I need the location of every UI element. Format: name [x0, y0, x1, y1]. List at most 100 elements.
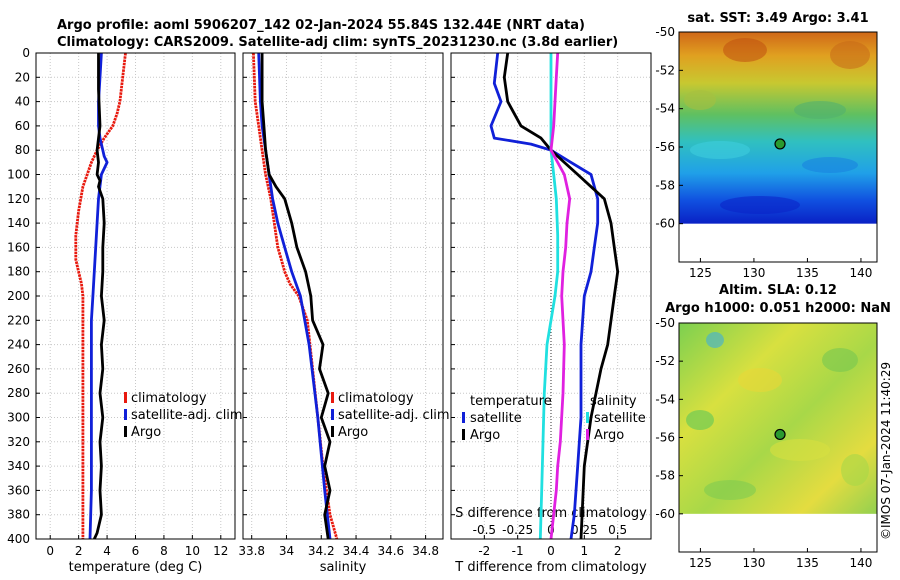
- map-y-tick-label: -60: [655, 217, 675, 231]
- x-tick-label: 34.8: [412, 544, 439, 558]
- map-y-tick-label: -56: [655, 140, 675, 154]
- legend-swatch: [124, 426, 127, 437]
- plot-frame: [450, 52, 652, 540]
- y-tick-label: 340: [7, 459, 30, 473]
- map-y-tick-label: -58: [655, 469, 675, 483]
- x-tick-label: 34.6: [377, 544, 404, 558]
- legend-label: satellite: [594, 411, 646, 426]
- x-tick-label: 33.8: [238, 544, 265, 558]
- legend-label: satellite-adj. clim: [131, 408, 243, 423]
- x-tick-label: -1: [512, 544, 524, 558]
- map-y-tick-label: -52: [655, 354, 675, 368]
- sla-map-axes: 125 130 135 140 -50 -52 -54 -56 -58 -60: [655, 316, 878, 570]
- map-x-tick-label: 135: [796, 556, 819, 570]
- y-tick-label: 200: [7, 289, 30, 303]
- salinity-panel: 33.8 34 34.2 34.4 34.6 34.8 salinity climatolog…: [238, 52, 450, 575]
- temperature-panel: 0 2 4 6 8 10 120204060801001201401601802002202…: [7, 46, 243, 575]
- y-tick-label: 260: [7, 362, 30, 376]
- y-tick-label: 360: [7, 483, 30, 497]
- sst-map-axes: 125 130 135 140 -50 -52 -54 -56 -58 -60: [655, 25, 878, 280]
- map-x-tick-label: 125: [689, 266, 712, 280]
- y-tick-label: 40: [15, 95, 30, 109]
- map-x-tick-label: 140: [849, 556, 872, 570]
- legend-swatch: [331, 409, 334, 420]
- series-line: [260, 53, 332, 540]
- map-y-tick-label: -52: [655, 63, 675, 77]
- x-tick-label: 1: [581, 544, 589, 558]
- figure-title-line1: Argo profile: aoml 5906207_142 02-Jan-20…: [57, 18, 585, 33]
- legend-swatch: [124, 392, 127, 403]
- legend-label: Argo: [594, 428, 624, 443]
- map-x-tick-label: 125: [689, 556, 712, 570]
- series-line: [257, 52, 332, 540]
- map-y-tick-label: -56: [655, 431, 675, 445]
- y-tick-label: 280: [7, 386, 30, 400]
- x-tick-label: 34: [279, 544, 294, 558]
- x-axis-label: T difference from climatology: [454, 560, 647, 575]
- legend-label: climatology: [131, 391, 207, 406]
- map-x-tick-label: 130: [742, 266, 765, 280]
- top-tick-label: -0.25: [502, 523, 533, 537]
- legend-label: climatology: [338, 391, 414, 406]
- legend-swatch: [586, 429, 589, 440]
- x-tick-label: 4: [103, 544, 111, 558]
- top-tick-label: 0.5: [608, 523, 627, 537]
- top-tick-label: -0.5: [473, 523, 496, 537]
- x-tick-label: 0: [547, 544, 555, 558]
- y-tick-label: 320: [7, 435, 30, 449]
- legend-swatch: [124, 409, 127, 420]
- figure-title-line2: Climatology: CARS2009. Satellite-adj cli…: [57, 35, 618, 50]
- x-axis-label: salinity: [320, 560, 367, 575]
- x-tick-label: 10: [185, 544, 200, 558]
- x-tick-label: 2: [614, 544, 622, 558]
- y-tick-label: 120: [7, 192, 30, 206]
- x-tick-label: 34.2: [308, 544, 335, 558]
- map-y-tick-label: -60: [655, 507, 675, 521]
- map-y-tick-label: -54: [655, 392, 675, 406]
- map-x-tick-label: 135: [796, 266, 819, 280]
- map-x-tick-label: 130: [742, 556, 765, 570]
- copyright-text: ©IMOS 07-Jan-2024 11:40:29: [879, 362, 893, 540]
- series-line: [93, 53, 106, 540]
- series-line: [502, 52, 620, 540]
- x-tick-label: 12: [213, 544, 228, 558]
- legend-title: salinity: [590, 394, 637, 409]
- y-tick-label: 220: [7, 313, 30, 327]
- no-data-area: [679, 223, 877, 262]
- legend-label: Argo: [131, 425, 161, 440]
- legend-swatch: [462, 429, 465, 440]
- sst-map-title: sat. SST: 3.49 Argo: 3.41: [687, 11, 868, 26]
- series-line: [549, 52, 572, 540]
- top-axis-label: S difference from climatology: [455, 506, 647, 521]
- y-tick-label: 400: [7, 532, 30, 546]
- series-line: [88, 52, 109, 540]
- y-tick-label: 160: [7, 240, 30, 254]
- y-tick-label: 0: [22, 46, 30, 60]
- legend-swatch: [331, 392, 334, 403]
- series-line: [74, 52, 127, 539]
- no-data-area: [679, 513, 877, 552]
- sst-texture: [684, 38, 870, 214]
- sst-map-panel: sat. SST: 3.49 Argo: 3.41 125 130 135 140 -5…: [655, 11, 878, 280]
- x-tick-label: 2: [75, 544, 83, 558]
- legend-swatch: [331, 426, 334, 437]
- y-tick-label: 100: [7, 168, 30, 182]
- series-line: [489, 52, 600, 540]
- y-tick-label: 180: [7, 265, 30, 279]
- legend-label: satellite-adj. clim: [338, 408, 450, 423]
- x-tick-label: -2: [478, 544, 490, 558]
- sla-map-panel: Altim. SLA: 0.12 Argo h1000: 0.051 h2000…: [655, 283, 890, 570]
- legend-label: Argo: [470, 428, 500, 443]
- legend-swatch: [586, 412, 589, 423]
- y-tick-label: 60: [15, 119, 30, 133]
- sla-map-title-line1: Altim. SLA: 0.12: [719, 283, 837, 298]
- series-line: [538, 53, 560, 540]
- plot-frame: [242, 52, 444, 540]
- map-y-tick-label: -50: [655, 25, 675, 39]
- y-tick-label: 20: [15, 70, 30, 84]
- top-tick-label: 0.25: [571, 523, 598, 537]
- x-tick-label: 34.4: [343, 544, 370, 558]
- legend-label: satellite: [470, 411, 522, 426]
- y-tick-label: 140: [7, 216, 30, 230]
